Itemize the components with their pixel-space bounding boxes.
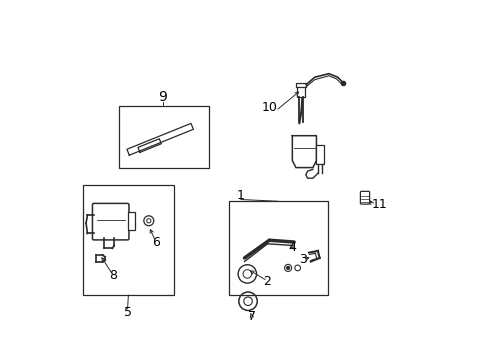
- Bar: [228, 201, 327, 295]
- Bar: [83, 185, 173, 295]
- Text: 5: 5: [123, 306, 131, 319]
- Text: 8: 8: [109, 269, 117, 282]
- Bar: [316, 145, 324, 164]
- Text: 2: 2: [263, 275, 271, 288]
- Bar: [127, 212, 135, 230]
- Text: 9: 9: [158, 90, 167, 104]
- FancyBboxPatch shape: [360, 192, 369, 204]
- Text: 4: 4: [288, 241, 296, 254]
- Circle shape: [286, 266, 289, 269]
- Text: 7: 7: [247, 310, 255, 323]
- Text: 11: 11: [370, 198, 386, 211]
- Text: 3: 3: [299, 253, 306, 266]
- Text: 10: 10: [261, 101, 277, 114]
- Text: 1: 1: [237, 189, 244, 202]
- Bar: [295, 82, 305, 87]
- FancyBboxPatch shape: [92, 203, 129, 240]
- Bar: [119, 105, 209, 168]
- Text: 6: 6: [152, 235, 160, 248]
- Bar: [296, 86, 304, 97]
